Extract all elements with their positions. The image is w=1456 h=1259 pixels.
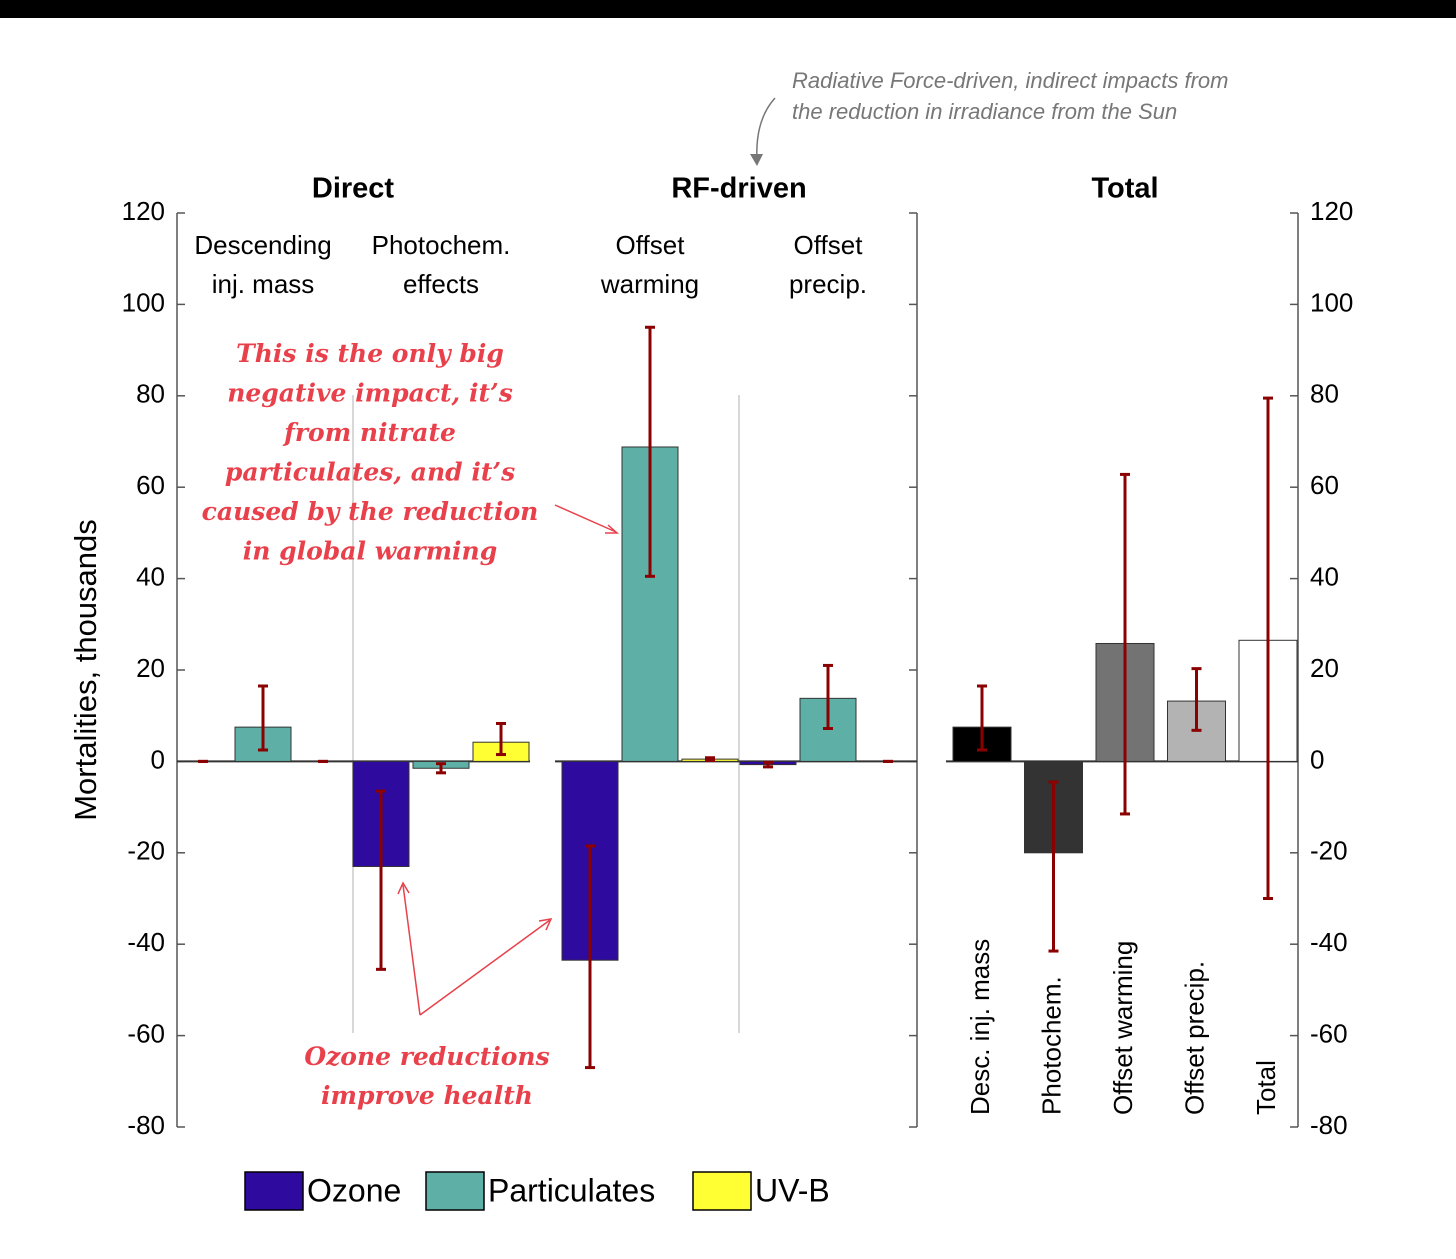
category-label: Photochem. effects <box>372 230 511 299</box>
category-label: Total <box>1251 1060 1281 1115</box>
y-tick-label: 0 <box>151 744 165 774</box>
legend-label: Ozone <box>307 1172 401 1208</box>
y-tick-label: -20 <box>1310 836 1348 866</box>
category-label: Offset precip. <box>1179 961 1209 1115</box>
y-axis-label: Mortalities, thousands <box>68 519 103 821</box>
category-label: Desc. inj. mass <box>965 939 995 1115</box>
annotation: This is the only big negative impact, it’… <box>202 339 539 566</box>
arrow-head <box>538 918 553 931</box>
top-bar <box>0 0 1456 18</box>
y-tick-label: 100 <box>122 287 165 317</box>
category-label: Photochem. <box>1036 976 1066 1115</box>
y-tick-label: 40 <box>1310 561 1339 591</box>
arrow <box>756 97 776 161</box>
y-tick-label: 100 <box>1310 287 1353 317</box>
y-tick-label: 60 <box>1310 470 1339 500</box>
annotation: Ozone reductions improve health <box>304 1042 549 1110</box>
y-tick-label: -20 <box>127 836 165 866</box>
annotation: Radiative Force-driven, indirect impacts… <box>792 68 1228 124</box>
y-tick-label: -60 <box>127 1018 165 1048</box>
group-title: Direct <box>312 173 395 205</box>
legend-swatch <box>692 1171 752 1211</box>
y-tick-label: -40 <box>127 927 165 957</box>
category-label: Offset warming <box>600 230 699 299</box>
category-label: Offset warming <box>1108 941 1138 1115</box>
legend-label: Particulates <box>488 1172 655 1208</box>
y-tick-label: 20 <box>136 653 165 683</box>
arrow <box>402 884 421 1016</box>
arrow-head <box>605 524 619 534</box>
y-tick-label: 120 <box>1310 196 1353 226</box>
y-tick-label: 60 <box>136 470 165 500</box>
arrow <box>419 919 551 1016</box>
category-label: Offset precip. <box>789 230 867 299</box>
y-tick-label: 120 <box>122 196 165 226</box>
y-tick-label: -80 <box>127 1110 165 1140</box>
legend-swatch <box>244 1171 304 1211</box>
category-label: Descending inj. mass <box>194 230 331 299</box>
legend-label: UV-B <box>755 1172 830 1208</box>
y-tick-label: -40 <box>1310 927 1348 957</box>
y-tick-label: 80 <box>136 379 165 409</box>
arrow-head <box>397 881 410 895</box>
y-tick-label: -80 <box>1310 1110 1348 1140</box>
arrow-head <box>750 154 763 166</box>
arrow <box>554 504 617 533</box>
chart-title: Total <box>1091 173 1158 205</box>
y-tick-label: 40 <box>136 561 165 591</box>
y-tick-label: 20 <box>1310 653 1339 683</box>
arrows <box>397 504 619 1016</box>
legend-swatch <box>425 1171 485 1211</box>
y-tick-label: -60 <box>1310 1018 1348 1048</box>
y-tick-label: 0 <box>1310 744 1324 774</box>
y-tick-label: 80 <box>1310 379 1339 409</box>
group-title: RF-driven <box>671 173 806 205</box>
